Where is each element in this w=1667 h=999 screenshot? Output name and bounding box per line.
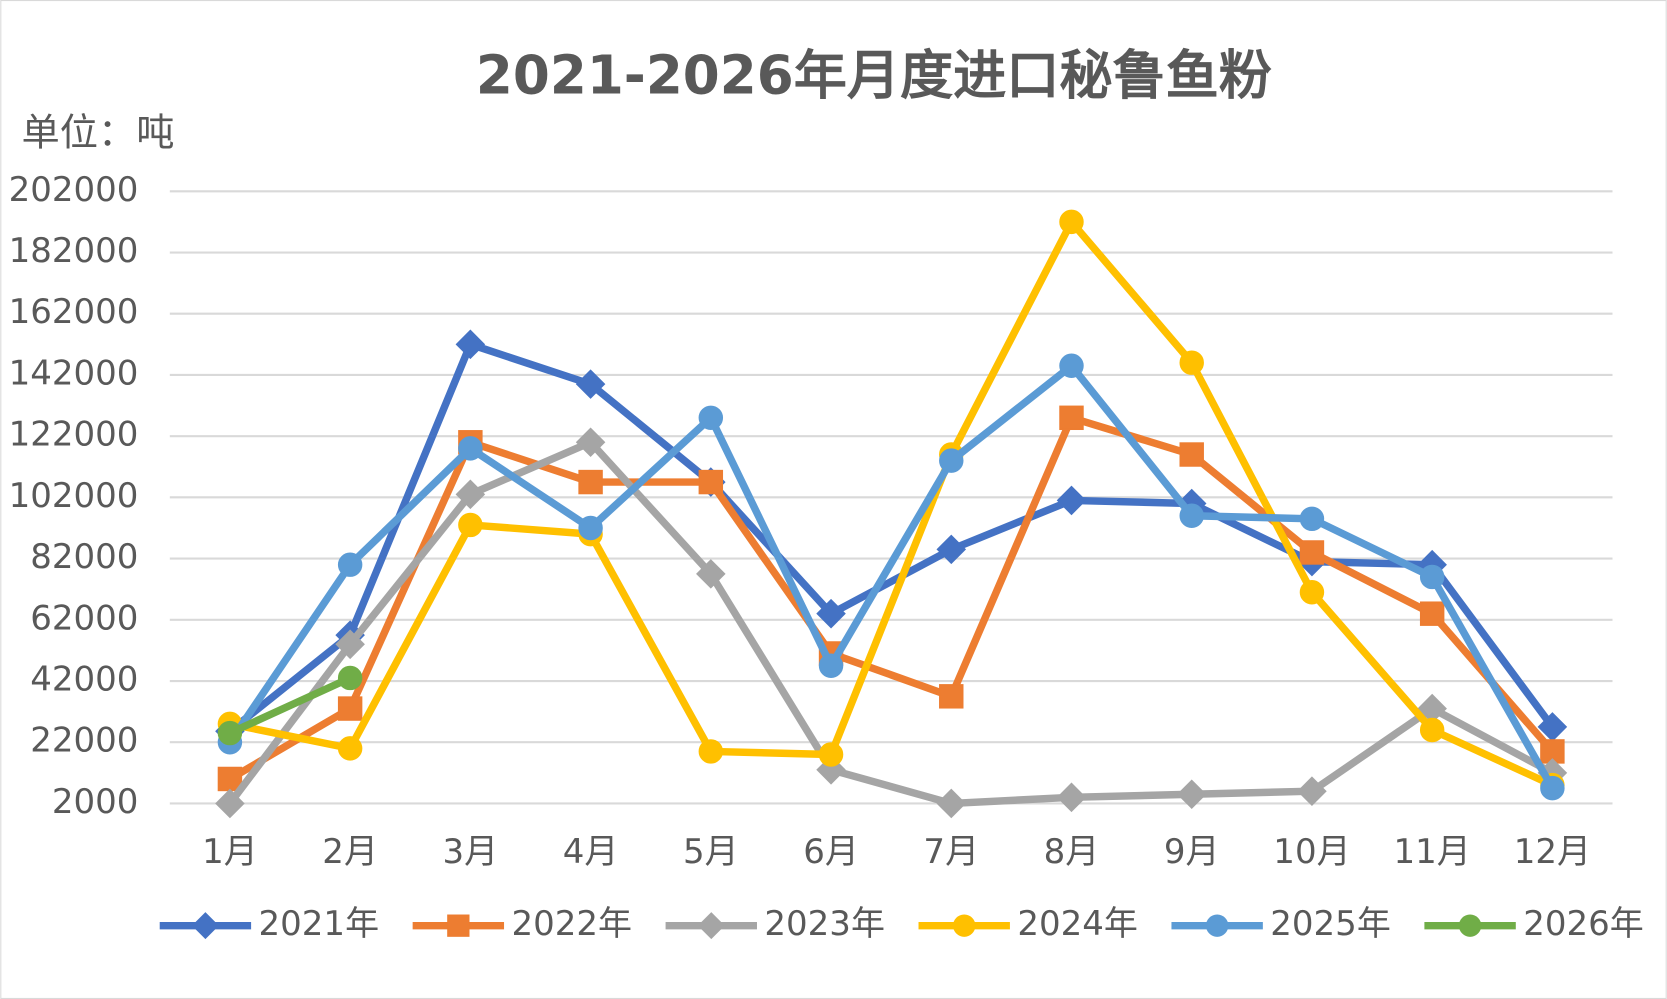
- marker: [818, 653, 844, 678]
- marker: [1179, 503, 1204, 528]
- marker: [447, 914, 470, 937]
- y-axis-label: 单位：吨: [22, 110, 175, 155]
- marker: [1179, 442, 1204, 467]
- marker: [191, 912, 219, 940]
- marker: [696, 559, 726, 589]
- x-tick-label: 11月: [1394, 832, 1471, 872]
- marker: [578, 515, 603, 541]
- marker: [953, 914, 976, 937]
- x-tick-label: 9月: [1164, 832, 1220, 872]
- y-tick-label: 142000: [9, 353, 139, 393]
- marker: [1419, 601, 1445, 626]
- marker: [1205, 914, 1229, 937]
- marker: [455, 479, 486, 510]
- marker: [458, 436, 483, 461]
- series-line: [228, 674, 352, 737]
- y-tick-label: 182000: [9, 231, 139, 271]
- x-tick-label: 10月: [1273, 832, 1350, 872]
- marker: [1059, 353, 1084, 378]
- marker: [697, 912, 725, 940]
- marker: [1299, 506, 1325, 532]
- marker: [1419, 717, 1445, 743]
- y-tick-label: 22000: [30, 721, 138, 761]
- marker: [698, 405, 724, 431]
- series-line: [226, 438, 1555, 808]
- x-tick-label: 2月: [322, 832, 378, 872]
- marker: [1056, 485, 1087, 516]
- marker: [458, 512, 483, 538]
- marker: [217, 720, 243, 746]
- x-tick-label: 8月: [1044, 832, 1100, 872]
- marker: [337, 696, 363, 721]
- x-tick-label: 4月: [563, 832, 619, 872]
- marker: [1179, 350, 1204, 375]
- marker: [816, 755, 846, 785]
- marker: [936, 788, 967, 819]
- marker: [939, 684, 964, 709]
- marker: [1458, 914, 1482, 937]
- marker: [816, 598, 846, 629]
- marker: [575, 369, 606, 399]
- marker: [1540, 775, 1565, 801]
- marker: [1059, 209, 1084, 235]
- marker: [337, 665, 363, 691]
- x-tick-label: 6月: [803, 832, 859, 872]
- marker: [1056, 782, 1087, 813]
- marker: [936, 534, 967, 565]
- marker: [818, 742, 844, 767]
- marker: [335, 629, 365, 660]
- marker: [698, 739, 724, 764]
- marker: [698, 469, 724, 495]
- series-line: [226, 362, 1556, 790]
- series-line: [229, 218, 1554, 789]
- x-tick-label: 7月: [923, 832, 979, 872]
- marker: [1297, 776, 1327, 806]
- marker: [575, 427, 606, 458]
- y-tick-label: 62000: [30, 598, 138, 638]
- legend-label: 2022年: [511, 904, 632, 944]
- x-tick-label: 12月: [1514, 832, 1591, 872]
- legend-label: 2026年: [1523, 904, 1644, 944]
- series-line: [228, 414, 1556, 783]
- x-tick-label: 5月: [683, 832, 739, 872]
- marker: [1299, 580, 1325, 605]
- x-tick-label: 3月: [443, 832, 499, 872]
- x-tick-label: 1月: [202, 832, 258, 872]
- legend-label: 2021年: [259, 904, 380, 944]
- y-tick-label: 162000: [9, 292, 139, 332]
- marker: [215, 788, 245, 819]
- legend-label: 2024年: [1017, 904, 1138, 944]
- marker: [939, 448, 964, 473]
- legend-label: 2025年: [1270, 904, 1391, 944]
- y-tick-label: 102000: [9, 476, 139, 516]
- y-tick-label: 202000: [9, 170, 139, 210]
- marker: [1059, 405, 1084, 431]
- chart-title: 2021-2026年月度进口秘鲁鱼粉: [476, 44, 1272, 106]
- marker: [1419, 564, 1445, 590]
- y-tick-label: 42000: [30, 660, 138, 700]
- y-tick-label: 2000: [52, 782, 139, 822]
- marker: [1299, 540, 1325, 565]
- marker: [337, 552, 363, 577]
- marker: [455, 329, 486, 360]
- marker: [337, 736, 363, 761]
- y-tick-label: 82000: [30, 537, 138, 577]
- legend-label: 2023年: [764, 904, 885, 944]
- marker: [578, 469, 603, 495]
- marker: [1176, 779, 1207, 810]
- y-tick-label: 122000: [9, 415, 139, 455]
